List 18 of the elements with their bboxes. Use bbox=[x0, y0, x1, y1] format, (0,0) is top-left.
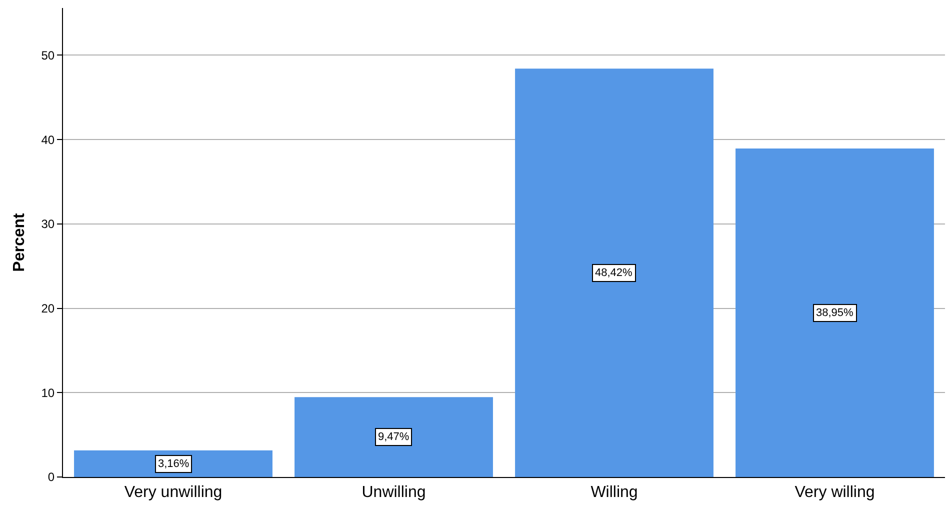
x-tick-label: Very willing bbox=[794, 484, 875, 502]
data-label: 9,47% bbox=[378, 431, 410, 443]
x-tick-label: Very unwilling bbox=[124, 484, 222, 502]
y-tick-label: 30 bbox=[41, 217, 55, 232]
bar bbox=[294, 397, 493, 477]
bar bbox=[515, 68, 714, 477]
data-label: 3,16% bbox=[158, 458, 190, 470]
bar bbox=[736, 148, 934, 477]
data-label: 38,95% bbox=[816, 307, 854, 319]
y-tick-label: 50 bbox=[41, 48, 55, 62]
y-axis-title: Percent bbox=[11, 212, 28, 272]
y-tick-label: 0 bbox=[48, 470, 55, 484]
y-tick-label: 10 bbox=[41, 386, 55, 400]
x-tick-label: Willing bbox=[590, 484, 638, 502]
x-tick-label: Unwilling bbox=[362, 484, 426, 502]
y-tick-label: 20 bbox=[41, 301, 55, 316]
data-label: 48,42% bbox=[595, 267, 633, 279]
y-tick-label: 40 bbox=[41, 132, 55, 147]
